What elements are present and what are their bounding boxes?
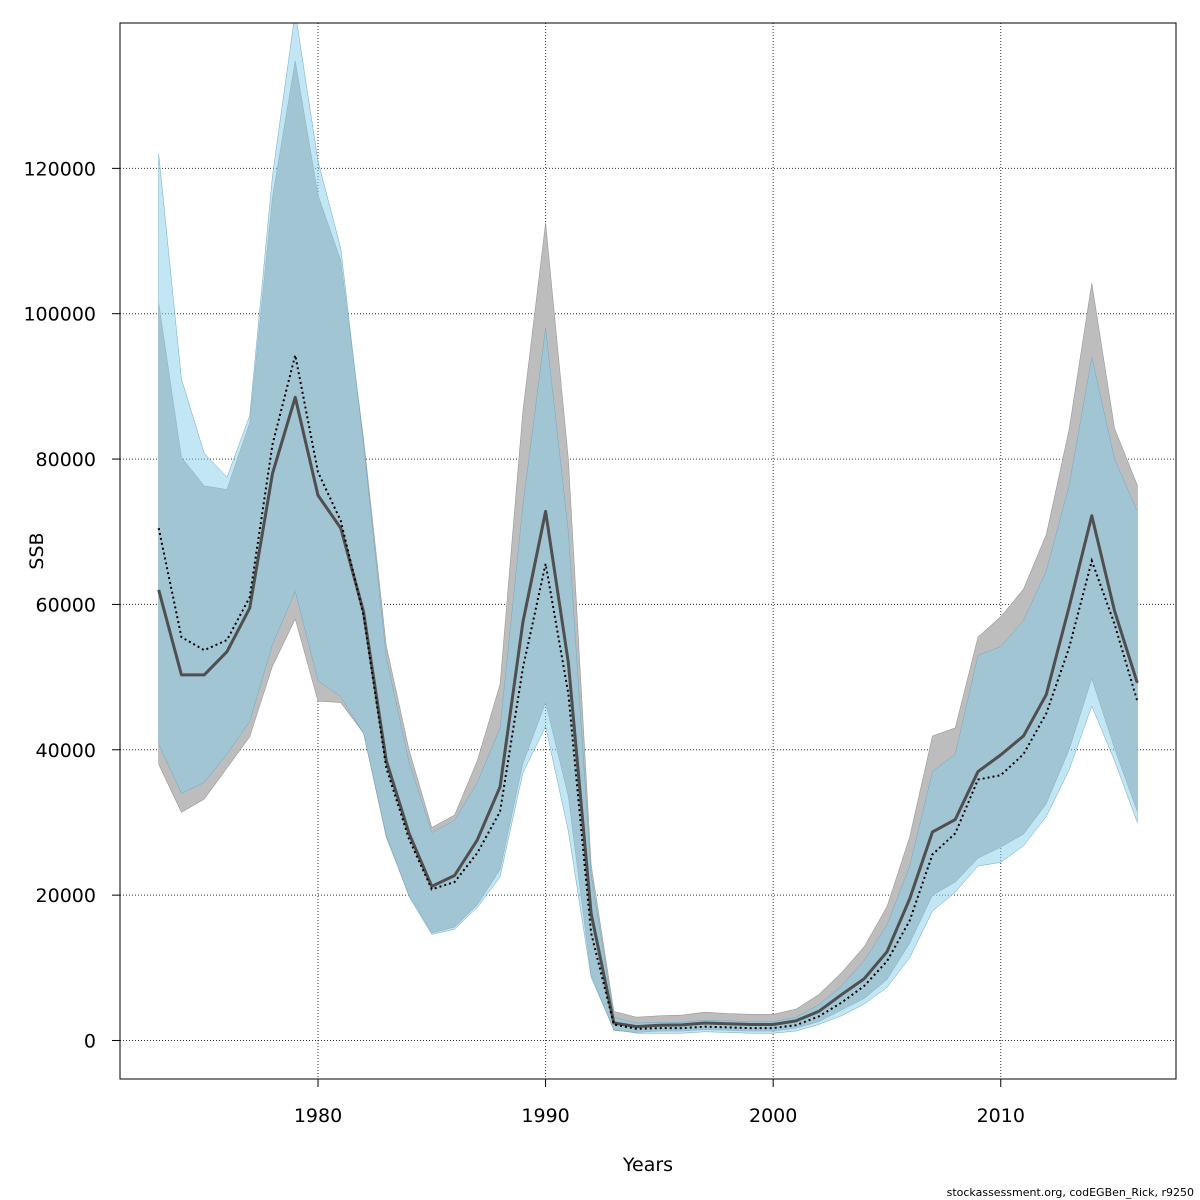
x-tick-label: 2010 [977,1105,1025,1127]
y-tick-label: 80000 [36,449,96,471]
y-axis-title: SSB [26,532,48,569]
y-tick-label: 100000 [23,304,96,326]
series-lines [157,354,1139,1030]
confidence-bands [158,23,1138,1034]
y-tick-label: 0 [84,1030,96,1052]
y-tick-label: 60000 [36,594,96,616]
y-tick-label: 40000 [36,740,96,762]
y-tick-label: 120000 [23,158,96,180]
series-line-solid [157,395,1139,1029]
band-blue [158,23,1138,1034]
x-axis-ticks: 1980 1990 2000 2010 [294,1079,1025,1127]
plot-frame [119,22,1177,1080]
series-line-dotted [157,354,1139,1030]
y-axis-ticks: 0 20000 40000 60000 80000 100000 120000 [23,158,120,1052]
x-axis-title: Years [622,1154,673,1176]
credit-text: stockassessment.org, codEGBen_Rick, r925… [947,1186,1194,1199]
x-tick-label: 1990 [521,1105,569,1127]
x-tick-label: 2000 [749,1105,797,1127]
x-tick-label: 1980 [294,1105,342,1127]
y-tick-label: 20000 [36,885,96,907]
